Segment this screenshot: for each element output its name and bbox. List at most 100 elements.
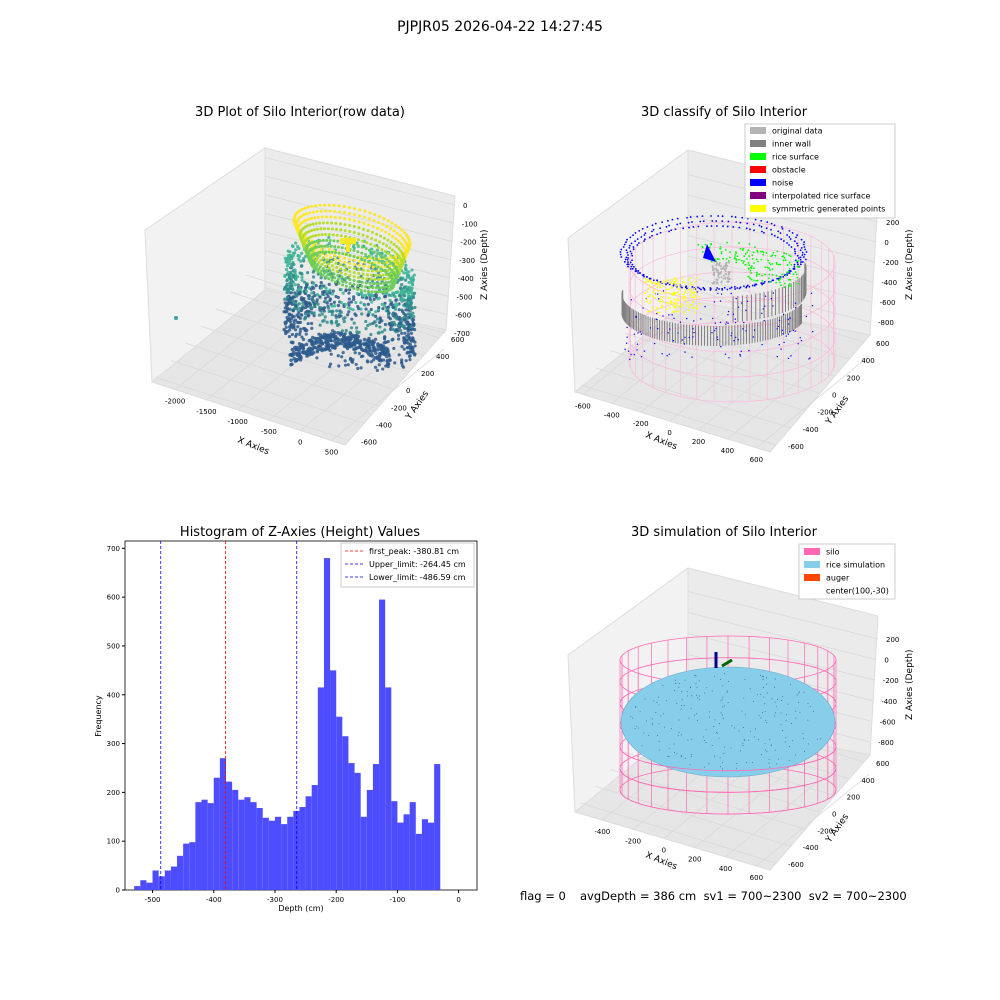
data-point <box>389 227 393 231</box>
data-point <box>312 304 317 308</box>
data-point <box>282 287 286 291</box>
noise-point <box>761 312 763 315</box>
rice-surface-point <box>695 675 697 677</box>
symmetric-point <box>668 296 671 299</box>
symmetric-point <box>646 290 649 293</box>
noise-point <box>710 225 713 227</box>
rice-surface-point <box>786 264 789 266</box>
data-point <box>289 352 294 357</box>
histogram-bar <box>152 870 159 890</box>
noise-point <box>698 287 701 290</box>
symmetric-point <box>675 303 678 306</box>
symmetric-point <box>653 282 656 285</box>
data-point <box>412 273 416 277</box>
data-point <box>406 235 410 239</box>
symmetric-point <box>666 279 669 282</box>
symmetric-point <box>673 298 676 301</box>
data-point <box>307 229 311 233</box>
data-point <box>404 233 408 237</box>
data-point <box>326 262 330 266</box>
data-point <box>411 321 415 325</box>
noise-point <box>735 221 738 223</box>
data-point <box>291 262 295 266</box>
data-point <box>285 295 290 299</box>
data-point <box>382 269 386 273</box>
noise-point <box>662 315 664 317</box>
symmetric-point <box>675 282 677 285</box>
data-point <box>400 228 404 232</box>
data-point <box>299 327 303 331</box>
symmetric-point <box>687 304 689 307</box>
rice-surface-point <box>748 277 751 279</box>
data-point <box>320 215 324 219</box>
noise-point <box>627 263 630 266</box>
rice-surface-point <box>746 761 748 763</box>
noise-point <box>633 265 635 268</box>
data-point <box>394 255 398 259</box>
rice-surface-point <box>690 756 692 758</box>
data-point <box>328 365 332 369</box>
data-point <box>321 273 325 277</box>
noise-point <box>656 327 659 330</box>
data-point <box>401 244 405 248</box>
noise-point <box>788 272 791 274</box>
original-point <box>726 280 729 283</box>
data-point <box>387 321 392 326</box>
z-gridline <box>264 231 450 279</box>
histogram-bar <box>299 807 306 890</box>
data-point <box>330 321 334 325</box>
noise-point <box>802 243 805 246</box>
noise-point <box>782 333 784 335</box>
data-point <box>342 334 346 339</box>
data-point <box>297 246 301 251</box>
rice-surface-point <box>743 260 745 263</box>
data-point <box>333 245 337 249</box>
noise-point <box>740 302 743 304</box>
axes3-bars <box>134 558 441 890</box>
rice-surface-point <box>760 250 762 253</box>
noise-point <box>668 224 671 227</box>
x-tick-label: -400 <box>604 411 620 419</box>
data-point <box>380 302 384 306</box>
noise-point <box>755 283 758 286</box>
noise-point <box>721 215 724 218</box>
rice-surface-point <box>710 243 713 246</box>
noise-point <box>793 263 796 266</box>
noise-point <box>676 223 679 226</box>
data-point <box>383 301 387 305</box>
rice-surface-point <box>674 679 676 681</box>
data-point <box>308 223 312 227</box>
data-point <box>381 242 385 246</box>
y-tick-label: -200 <box>817 827 833 835</box>
noise-point <box>667 332 669 334</box>
data-point <box>327 277 331 281</box>
rice-surface-point <box>790 263 793 266</box>
rice-surface-point <box>694 714 696 716</box>
rice-surface-point <box>657 696 659 698</box>
data-point <box>292 356 296 361</box>
data-point <box>387 259 391 263</box>
noise-point <box>734 288 737 290</box>
legend-label: first_peak: -380.81 cm <box>369 547 459 556</box>
noise-point <box>760 282 763 285</box>
data-point <box>324 275 328 279</box>
symmetric-point <box>671 283 674 285</box>
data-point <box>294 304 298 308</box>
data-point <box>315 293 319 297</box>
rice-surface-point <box>751 265 753 268</box>
data-point <box>374 273 378 277</box>
noise-point <box>636 349 638 351</box>
symmetric-point <box>675 302 678 305</box>
symmetric-point <box>669 299 672 302</box>
rice-surface-point <box>704 740 706 742</box>
rice-surface-point <box>783 286 786 289</box>
original-point <box>717 274 720 277</box>
x-tick-label: 0 <box>662 846 666 854</box>
rice-surface-point <box>817 738 819 740</box>
data-point <box>347 291 351 295</box>
z-tick-label: -700 <box>454 330 470 338</box>
data-point <box>365 343 369 347</box>
data-point <box>388 298 392 303</box>
rice-surface-point <box>689 764 691 766</box>
